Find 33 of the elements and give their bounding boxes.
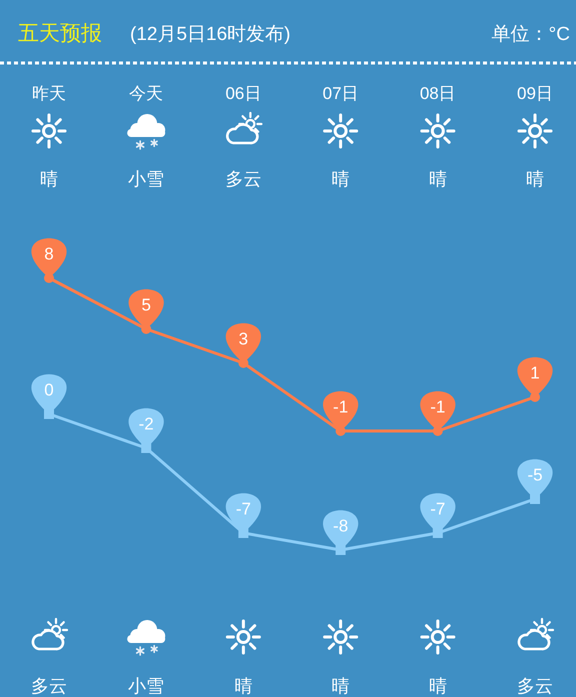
- annotation: 晴: [234, 676, 252, 696]
- subtitle: (12月5日16时发布): [130, 24, 290, 45]
- x-tick-label: 昨天: [32, 84, 66, 103]
- annotation: 晴: [526, 169, 544, 189]
- annotation: 单位：°C: [492, 24, 570, 45]
- x-tick-label: 06日: [225, 84, 262, 103]
- x-tick-label: 09日: [517, 84, 553, 103]
- data-label: 0: [44, 380, 54, 400]
- annotation: 多云: [225, 169, 262, 189]
- data-label: -7: [430, 500, 446, 518]
- x-tick-label: 08日: [420, 84, 456, 103]
- annotation: 多云: [517, 676, 553, 696]
- annotation: 小雪: [128, 676, 164, 696]
- data-label: 1: [530, 364, 540, 382]
- annotation: 多云: [31, 676, 67, 696]
- data-label: -1: [333, 398, 348, 416]
- annotation: 晴: [40, 169, 58, 189]
- annotation: 晴: [428, 676, 447, 696]
- data-label: -1: [430, 398, 446, 416]
- data-label: -8: [333, 516, 348, 536]
- data-label: 5: [141, 296, 151, 314]
- annotation: 小雪: [128, 169, 164, 189]
- title: 五天预报: [18, 22, 102, 45]
- annotation: 晴: [332, 676, 350, 696]
- data-label: -7: [236, 500, 251, 518]
- data-label: -2: [138, 414, 154, 434]
- annotation: 晴: [428, 169, 447, 189]
- annotation: 晴: [332, 169, 350, 189]
- data-label: -5: [527, 466, 543, 484]
- data-label: 8: [44, 244, 54, 264]
- data-label: 3: [238, 330, 248, 348]
- x-tick-label: 07日: [322, 84, 359, 103]
- x-tick-label: 今天: [129, 84, 164, 103]
